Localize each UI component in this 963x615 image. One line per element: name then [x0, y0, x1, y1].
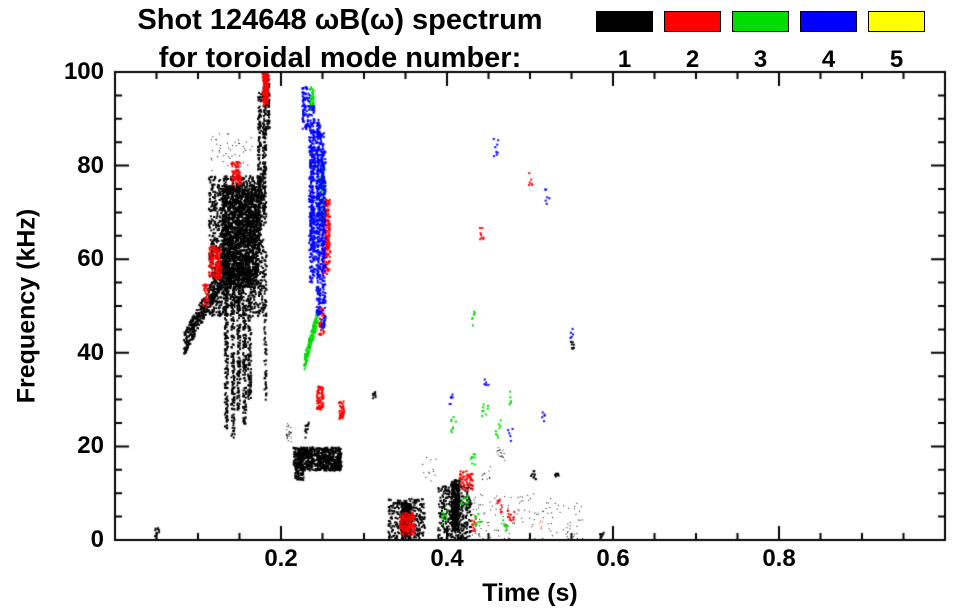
- y-tick-label: 20: [77, 432, 104, 460]
- legend-swatch-mode-4: [800, 11, 857, 32]
- legend-label-mode-3: 3: [753, 46, 768, 73]
- x-tick-label: 0.6: [596, 545, 630, 572]
- legend-swatch-mode-2: [664, 11, 721, 32]
- legend-mode-numbers: 1 2 3 4 5: [596, 46, 925, 74]
- y-tick-label: 40: [77, 338, 104, 366]
- legend-label-mode-2: 2: [685, 46, 700, 73]
- chart-subtitle: for toroidal mode number:: [158, 42, 522, 74]
- x-tick-label: 0.4: [430, 545, 464, 572]
- x-tick-label: 0.2: [264, 545, 298, 572]
- y-tick-label: 0: [90, 526, 104, 553]
- legend-swatch-mode-1: [596, 11, 653, 32]
- legend-label-mode-4: 4: [821, 46, 836, 73]
- y-tick-label: 100: [63, 58, 104, 85]
- x-axis-label: Time (s): [482, 579, 578, 607]
- legend-swatch-mode-5: [868, 11, 925, 32]
- chart-title: Shot 124648 ωB(ω) spectrum: [137, 4, 543, 36]
- y-tick-label: 60: [77, 245, 104, 273]
- x-tick-label: 0.8: [762, 545, 796, 572]
- legend-swatch-mode-3: [732, 11, 789, 32]
- legend-swatches: [596, 11, 925, 32]
- legend-label-mode-5: 5: [889, 46, 904, 73]
- y-tick-label: 80: [77, 151, 104, 179]
- y-axis-label: Frequency (kHz): [12, 208, 41, 404]
- legend-label-mode-1: 1: [617, 46, 632, 73]
